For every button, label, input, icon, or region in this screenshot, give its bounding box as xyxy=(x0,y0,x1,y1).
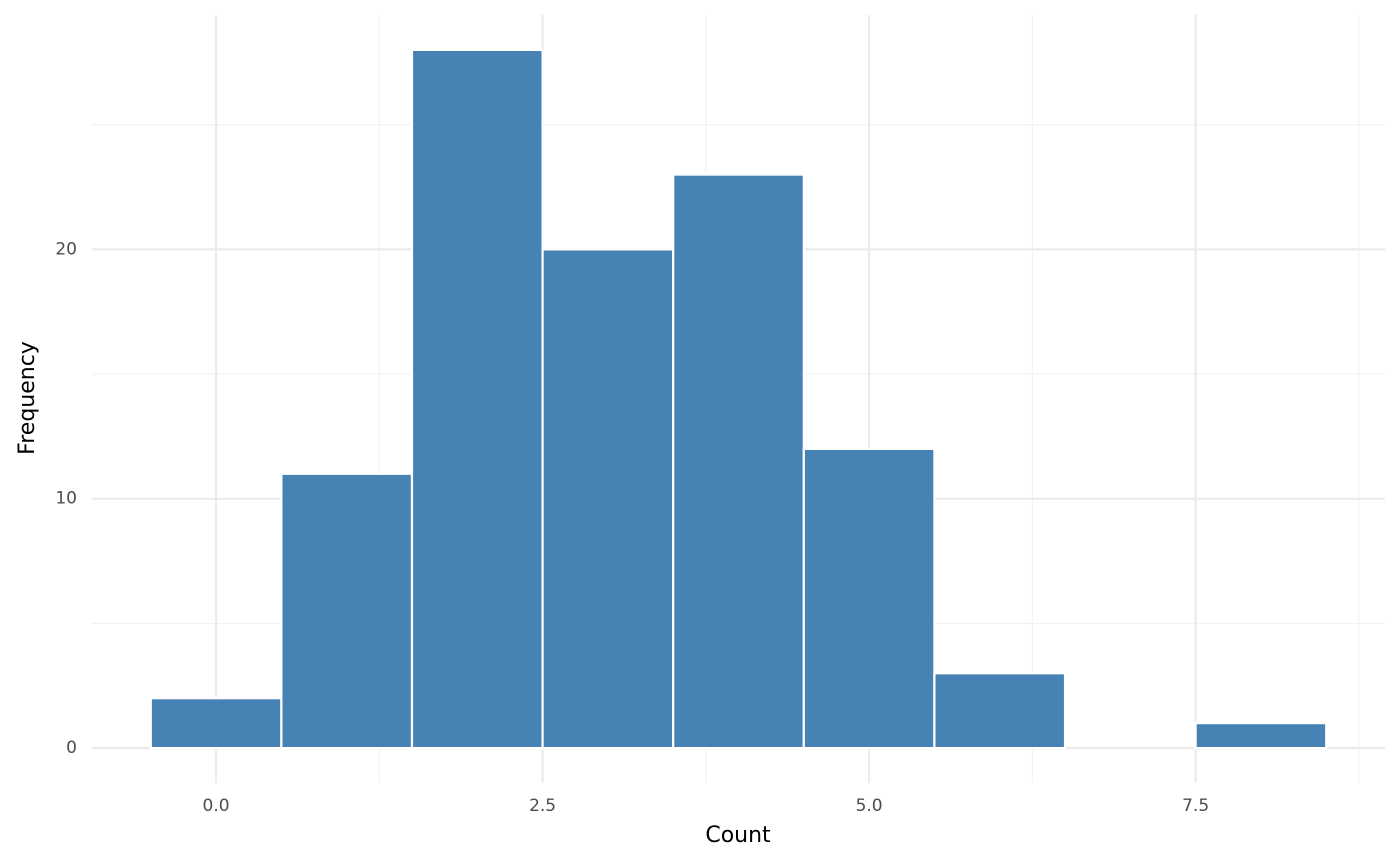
bar xyxy=(802,447,936,750)
x-tick-label: 5.0 xyxy=(856,796,883,816)
x-tick-label: 2.5 xyxy=(529,796,556,816)
x-axis-title: Count xyxy=(705,823,771,848)
x-tick-label: 7.5 xyxy=(1182,796,1209,816)
y-axis-title: Frequency xyxy=(15,341,40,455)
bar xyxy=(672,173,805,750)
x-tick-label: 0.0 xyxy=(203,796,230,816)
bar xyxy=(410,48,544,750)
y-tick-label: 0 xyxy=(66,738,77,758)
bar xyxy=(149,697,283,750)
bars xyxy=(149,48,1328,750)
bar xyxy=(541,248,675,750)
bar xyxy=(1194,722,1328,750)
bar xyxy=(280,472,414,750)
y-tick-label: 10 xyxy=(55,489,77,509)
y-tick-label: 20 xyxy=(55,239,77,259)
bar xyxy=(933,672,1067,750)
